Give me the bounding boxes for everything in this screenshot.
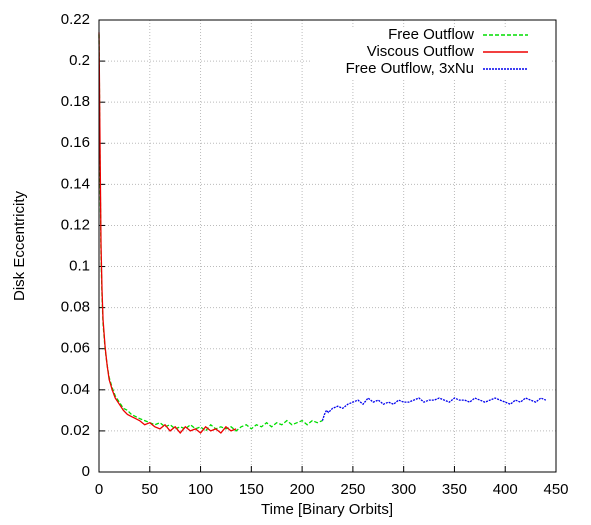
x-tick-label: 100 <box>188 481 213 498</box>
y-tick-label: 0.16 <box>61 134 90 151</box>
y-tick-label: 0.1 <box>69 258 90 275</box>
y-tick-label: 0.04 <box>61 381 90 398</box>
x-tick-label: 450 <box>543 481 568 498</box>
y-tick-label: 0.08 <box>61 299 90 316</box>
y-tick-label: 0.12 <box>61 216 90 233</box>
x-tick-label: 350 <box>442 481 467 498</box>
legend-bg <box>310 44 550 61</box>
y-tick-label: 0.06 <box>61 340 90 357</box>
y-tick-label: 0 <box>82 463 90 480</box>
plot-frame <box>98 19 557 473</box>
y-axis-label: Disk Eccentricity <box>11 190 28 301</box>
y-tick-label: 0.02 <box>61 422 90 439</box>
x-tick-label: 250 <box>340 481 365 498</box>
data-line <box>98 32 237 434</box>
data-line <box>98 34 323 432</box>
legend-bg <box>310 27 550 44</box>
x-tick-label: 200 <box>290 481 315 498</box>
x-tick-label: 400 <box>493 481 518 498</box>
y-tick-label: 0.14 <box>61 175 90 192</box>
legend-label: Free Outflow <box>388 26 474 43</box>
x-tick-label: 300 <box>391 481 416 498</box>
legend-label: Viscous Outflow <box>367 43 474 60</box>
legend-bg <box>310 61 550 78</box>
x-tick-label: 50 <box>141 481 158 498</box>
data-line <box>321 397 547 421</box>
x-tick-label: 0 <box>95 481 103 498</box>
x-axis-label: Time [Binary Orbits] <box>261 501 393 518</box>
y-tick-label: 0.2 <box>69 52 90 69</box>
legend-label: Free Outflow, 3xNu <box>346 60 474 77</box>
y-tick-label: 0.22 <box>61 11 90 28</box>
y-tick-label: 0.18 <box>61 93 90 110</box>
x-tick-label: 150 <box>239 481 264 498</box>
